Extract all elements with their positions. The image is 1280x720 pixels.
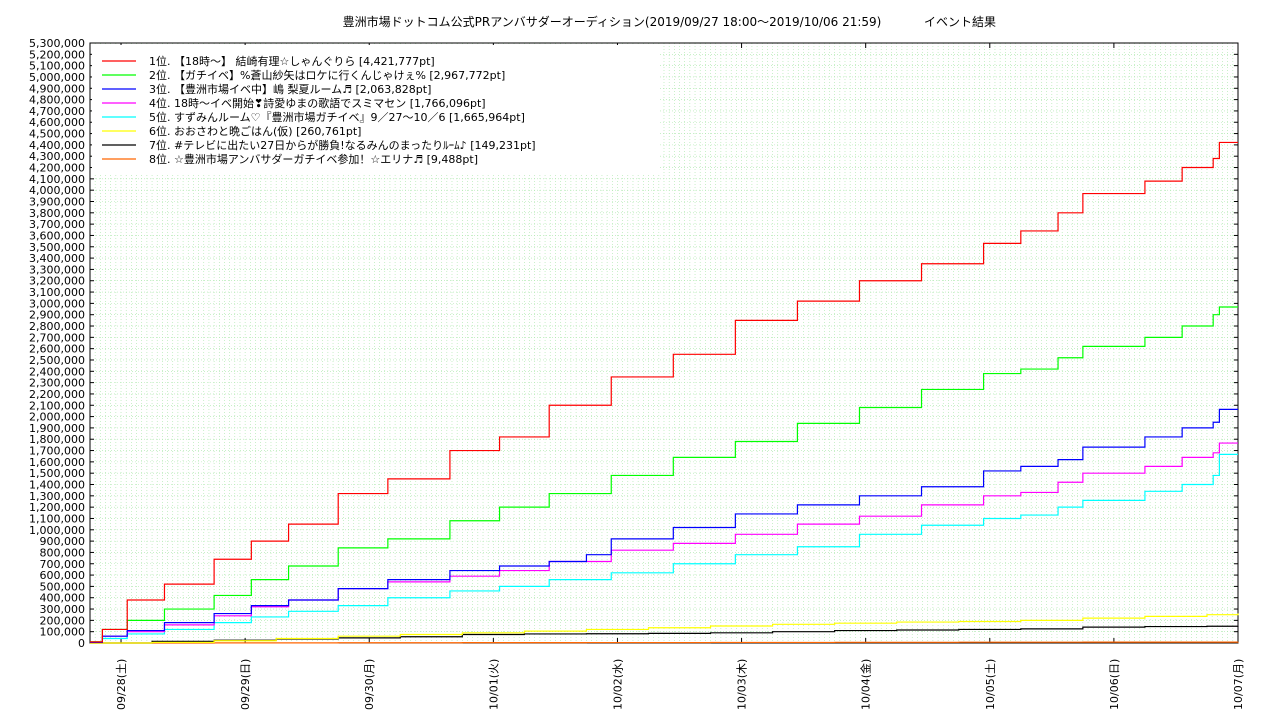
x-tick-label: 10/05(土) bbox=[984, 659, 997, 710]
y-tick-label: 1,300,000 bbox=[29, 490, 85, 503]
x-tick-label: 10/04(金) bbox=[859, 659, 873, 710]
y-tick-label: 300,000 bbox=[40, 603, 86, 616]
y-tick-label: 2,500,000 bbox=[29, 354, 85, 367]
y-tick-label: 900,000 bbox=[40, 535, 86, 548]
series-line bbox=[90, 141, 1238, 643]
y-tick-label: 5,000,000 bbox=[29, 71, 85, 84]
legend-entry: 7位. #テレビに出たい27日からが勝負!なるみんのまったりﾙｰﾑ♪ [149,… bbox=[149, 138, 536, 152]
y-tick-label: 4,600,000 bbox=[29, 116, 85, 129]
legend-entry: 3位. 【豊洲市場イベ中】嶋 梨夏ルーム♬ [2,063,828pt] bbox=[149, 82, 431, 96]
y-tick-label: 2,900,000 bbox=[29, 309, 85, 322]
y-tick-label: 1,100,000 bbox=[29, 512, 85, 525]
y-tick-label: 3,300,000 bbox=[29, 263, 85, 276]
y-tick-label: 4,700,000 bbox=[29, 105, 85, 118]
y-tick-label: 1,900,000 bbox=[29, 422, 85, 435]
y-tick-label: 3,000,000 bbox=[29, 297, 85, 310]
legend-entry: 1位. 【18時〜】 結崎有理☆しゃんぐりら [4,421,777pt] bbox=[149, 54, 435, 68]
y-tick-label: 800,000 bbox=[40, 546, 86, 559]
x-tick-label: 09/30(月) bbox=[363, 659, 376, 710]
y-tick-label: 3,600,000 bbox=[29, 229, 85, 242]
legend-entry: 8位. ☆豊洲市場アンバサダーガチイベ参加！☆エリナ♬ [9,488pt] bbox=[149, 152, 478, 166]
y-tick-label: 4,400,000 bbox=[29, 139, 85, 152]
y-tick-label: 4,800,000 bbox=[29, 94, 85, 107]
y-tick-label: 4,100,000 bbox=[29, 173, 85, 186]
y-tick-label: 3,200,000 bbox=[29, 275, 85, 288]
y-tick-label: 3,900,000 bbox=[29, 195, 85, 208]
x-tick-label: 10/01(火) bbox=[487, 659, 500, 710]
y-tick-label: 1,000,000 bbox=[29, 524, 85, 537]
legend-entry: 2位. 【ガチイベ】%蒼山紗矢はロケに行くんじゃけぇ% [2,967,772pt… bbox=[149, 68, 505, 82]
y-tick-label: 5,100,000 bbox=[29, 60, 85, 73]
y-tick-label: 3,800,000 bbox=[29, 207, 85, 220]
y-tick-label: 2,200,000 bbox=[29, 388, 85, 401]
y-tick-label: 4,500,000 bbox=[29, 128, 85, 141]
y-tick-label: 600,000 bbox=[40, 569, 86, 582]
y-tick-label: 700,000 bbox=[40, 558, 86, 571]
y-tick-label: 2,100,000 bbox=[29, 399, 85, 412]
y-tick-label: 3,400,000 bbox=[29, 252, 85, 265]
y-tick-label: 4,300,000 bbox=[29, 150, 85, 163]
y-tick-label: 3,700,000 bbox=[29, 218, 85, 231]
y-tick-label: 3,100,000 bbox=[29, 286, 85, 299]
x-tick-label: 10/06(日) bbox=[1108, 659, 1121, 710]
y-tick-label: 1,700,000 bbox=[29, 445, 85, 458]
y-tick-label: 400,000 bbox=[40, 592, 86, 605]
x-tick-label: 10/07(月) bbox=[1232, 659, 1245, 710]
legend-entry: 6位. おおさわと晩ごはん(仮) [260,761pt] bbox=[149, 124, 361, 138]
y-tick-label: 4,900,000 bbox=[29, 82, 85, 95]
y-tick-label: 500,000 bbox=[40, 580, 86, 593]
plot-area: 0100,000200,000300,000400,000500,000600,… bbox=[29, 37, 1245, 710]
legend: 1位. 【18時〜】 結崎有理☆しゃんぐりら [4,421,777pt]2位. … bbox=[92, 45, 660, 173]
x-tick-label: 09/28(土) bbox=[115, 659, 128, 710]
y-tick-label: 1,600,000 bbox=[29, 456, 85, 469]
y-tick-label: 3,500,000 bbox=[29, 241, 85, 254]
y-tick-label: 1,800,000 bbox=[29, 433, 85, 446]
y-tick-label: 2,600,000 bbox=[29, 343, 85, 356]
y-tick-label: 1,200,000 bbox=[29, 501, 85, 514]
y-tick-label: 4,200,000 bbox=[29, 162, 85, 175]
y-tick-label: 1,500,000 bbox=[29, 467, 85, 480]
chart-title: 豊洲市場ドットコム公式PRアンバサダーオーディション(2019/09/27 18… bbox=[343, 14, 882, 29]
x-tick-label: 10/02(水) bbox=[611, 659, 624, 710]
y-tick-label: 2,300,000 bbox=[29, 377, 85, 390]
y-tick-label: 200,000 bbox=[40, 614, 86, 627]
legend-background bbox=[92, 45, 660, 173]
y-tick-label: 2,400,000 bbox=[29, 365, 85, 378]
y-tick-label: 2,700,000 bbox=[29, 331, 85, 344]
y-tick-label: 100,000 bbox=[40, 626, 86, 639]
y-tick-label: 2,800,000 bbox=[29, 320, 85, 333]
y-tick-label: 4,000,000 bbox=[29, 184, 85, 197]
y-tick-label: 1,400,000 bbox=[29, 479, 85, 492]
x-tick-label: 09/29(日) bbox=[239, 659, 252, 710]
series-line bbox=[90, 453, 1238, 644]
y-tick-label: 5,300,000 bbox=[29, 37, 85, 50]
y-tick-label: 0 bbox=[78, 637, 85, 650]
x-tick-label: 10/03(木) bbox=[736, 659, 749, 710]
y-tick-label: 5,200,000 bbox=[29, 48, 85, 61]
series-line bbox=[90, 306, 1238, 643]
legend-entry: 4位. 18時〜イベ開始❣詩愛ゆまの歌語でスミマセン [1,766,096pt] bbox=[149, 96, 486, 110]
series-line bbox=[90, 408, 1238, 644]
series-line bbox=[90, 613, 1239, 644]
series-line bbox=[90, 641, 1239, 644]
legend-entry: 5位. すずみんルーム♡『豊洲市場ガチイベ』9／27〜10／6 [1,665,9… bbox=[149, 110, 525, 124]
series-line bbox=[90, 442, 1238, 644]
chart-subtitle: イベント結果 bbox=[924, 15, 996, 29]
y-tick-label: 2,000,000 bbox=[29, 411, 85, 424]
